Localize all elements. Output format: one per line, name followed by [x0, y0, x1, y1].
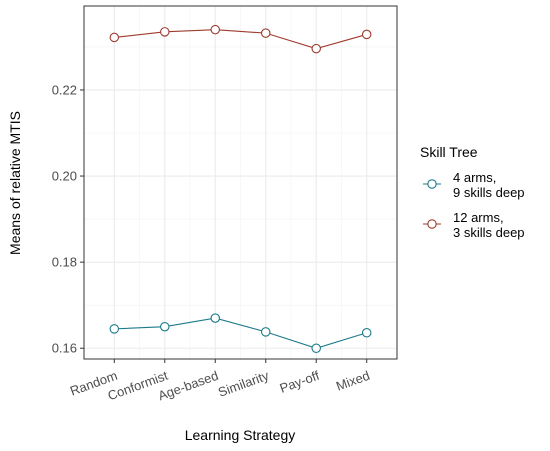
y-axis: 0.16 0.18 0.20 0.22 — [52, 82, 84, 356]
legend-title: Skill Tree — [420, 144, 478, 160]
legend: Skill Tree 4 arms,9 skills deep 12 arms,3… — [420, 144, 525, 240]
series-line — [114, 29, 367, 50]
y-axis-title: Means of relative MTIS — [7, 111, 23, 255]
data-point — [160, 321, 170, 332]
legend-label: 4 arms, — [453, 170, 496, 185]
series-layer — [109, 24, 372, 353]
data-point — [260, 28, 271, 38]
data-point — [109, 324, 120, 334]
legend-key-point — [427, 219, 437, 229]
series-line — [114, 317, 367, 349]
y-tick-label: 0.18 — [52, 255, 77, 270]
x-tick-label: Pay-off — [278, 368, 322, 396]
plot-border — [83, 5, 398, 360]
data-point — [210, 313, 221, 323]
y-tick-label: 0.22 — [52, 82, 77, 97]
legend-label: 9 skills deep — [453, 185, 525, 200]
data-point — [361, 29, 372, 40]
grid-lines — [84, 6, 397, 359]
y-tick-label: 0.20 — [52, 169, 77, 184]
y-tick-label: 0.16 — [52, 341, 77, 356]
data-point — [160, 27, 170, 37]
x-tick-label: Similarity — [216, 368, 271, 400]
data-point — [260, 327, 271, 337]
legend-label: 3 skills deep — [453, 225, 525, 240]
x-axis-title: Learning Strategy — [185, 427, 296, 443]
data-point — [311, 43, 321, 54]
x-tick-label: Mixed — [334, 368, 372, 394]
legend-key-point — [427, 179, 437, 189]
legend-label: 12 arms, — [453, 210, 504, 225]
data-point — [210, 24, 221, 35]
data-point — [109, 32, 120, 43]
data-point — [311, 343, 321, 353]
data-point — [361, 327, 372, 338]
